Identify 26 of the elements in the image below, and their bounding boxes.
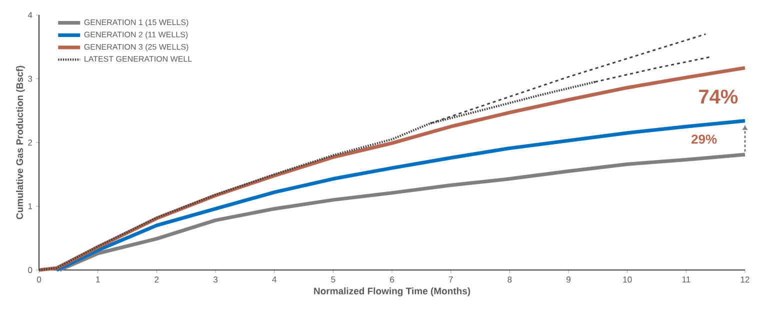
y-tick-label: 2 bbox=[28, 140, 32, 146]
legend-label: GENERATION 3 (25 WELLS) bbox=[84, 44, 188, 52]
x-tick-label: 8 bbox=[508, 276, 512, 283]
y-tick-label: 0 bbox=[28, 266, 32, 273]
annotation: 74% bbox=[699, 90, 738, 104]
legend-label: GENERATION 1 (15 WELLS) bbox=[84, 19, 188, 27]
x-tick-label: 1 bbox=[96, 276, 100, 282]
x-tick-label: 2 bbox=[154, 276, 159, 282]
x-tick-label: 5 bbox=[331, 276, 336, 282]
x-tick-label: 4 bbox=[272, 276, 276, 282]
x-tick-label: 0 bbox=[36, 276, 42, 283]
y-tick-label: 1 bbox=[28, 203, 32, 210]
y-axis-title: Cumulative Gas Production (Bscf) bbox=[16, 66, 25, 220]
x-tick-label: 10 bbox=[623, 276, 632, 283]
y-tick-label: 3 bbox=[28, 76, 32, 82]
x-tick-label: 11 bbox=[682, 276, 690, 282]
x-tick-label: 6 bbox=[390, 276, 394, 283]
x-tick-label: 7 bbox=[448, 276, 453, 282]
legend-label: GENERATION 2 (11 WELLS) bbox=[84, 31, 188, 39]
legend-label: LATEST GENERATION WELL bbox=[84, 56, 192, 62]
annotation: 29% bbox=[691, 134, 717, 144]
x-tick-label: 3 bbox=[213, 276, 218, 283]
y-tick-label: 4 bbox=[28, 12, 32, 18]
x-axis-title: Normalized Flowing Time (Months) bbox=[314, 287, 470, 296]
x-tick-label: 9 bbox=[566, 276, 570, 283]
x-tick-label: 12 bbox=[740, 276, 750, 282]
